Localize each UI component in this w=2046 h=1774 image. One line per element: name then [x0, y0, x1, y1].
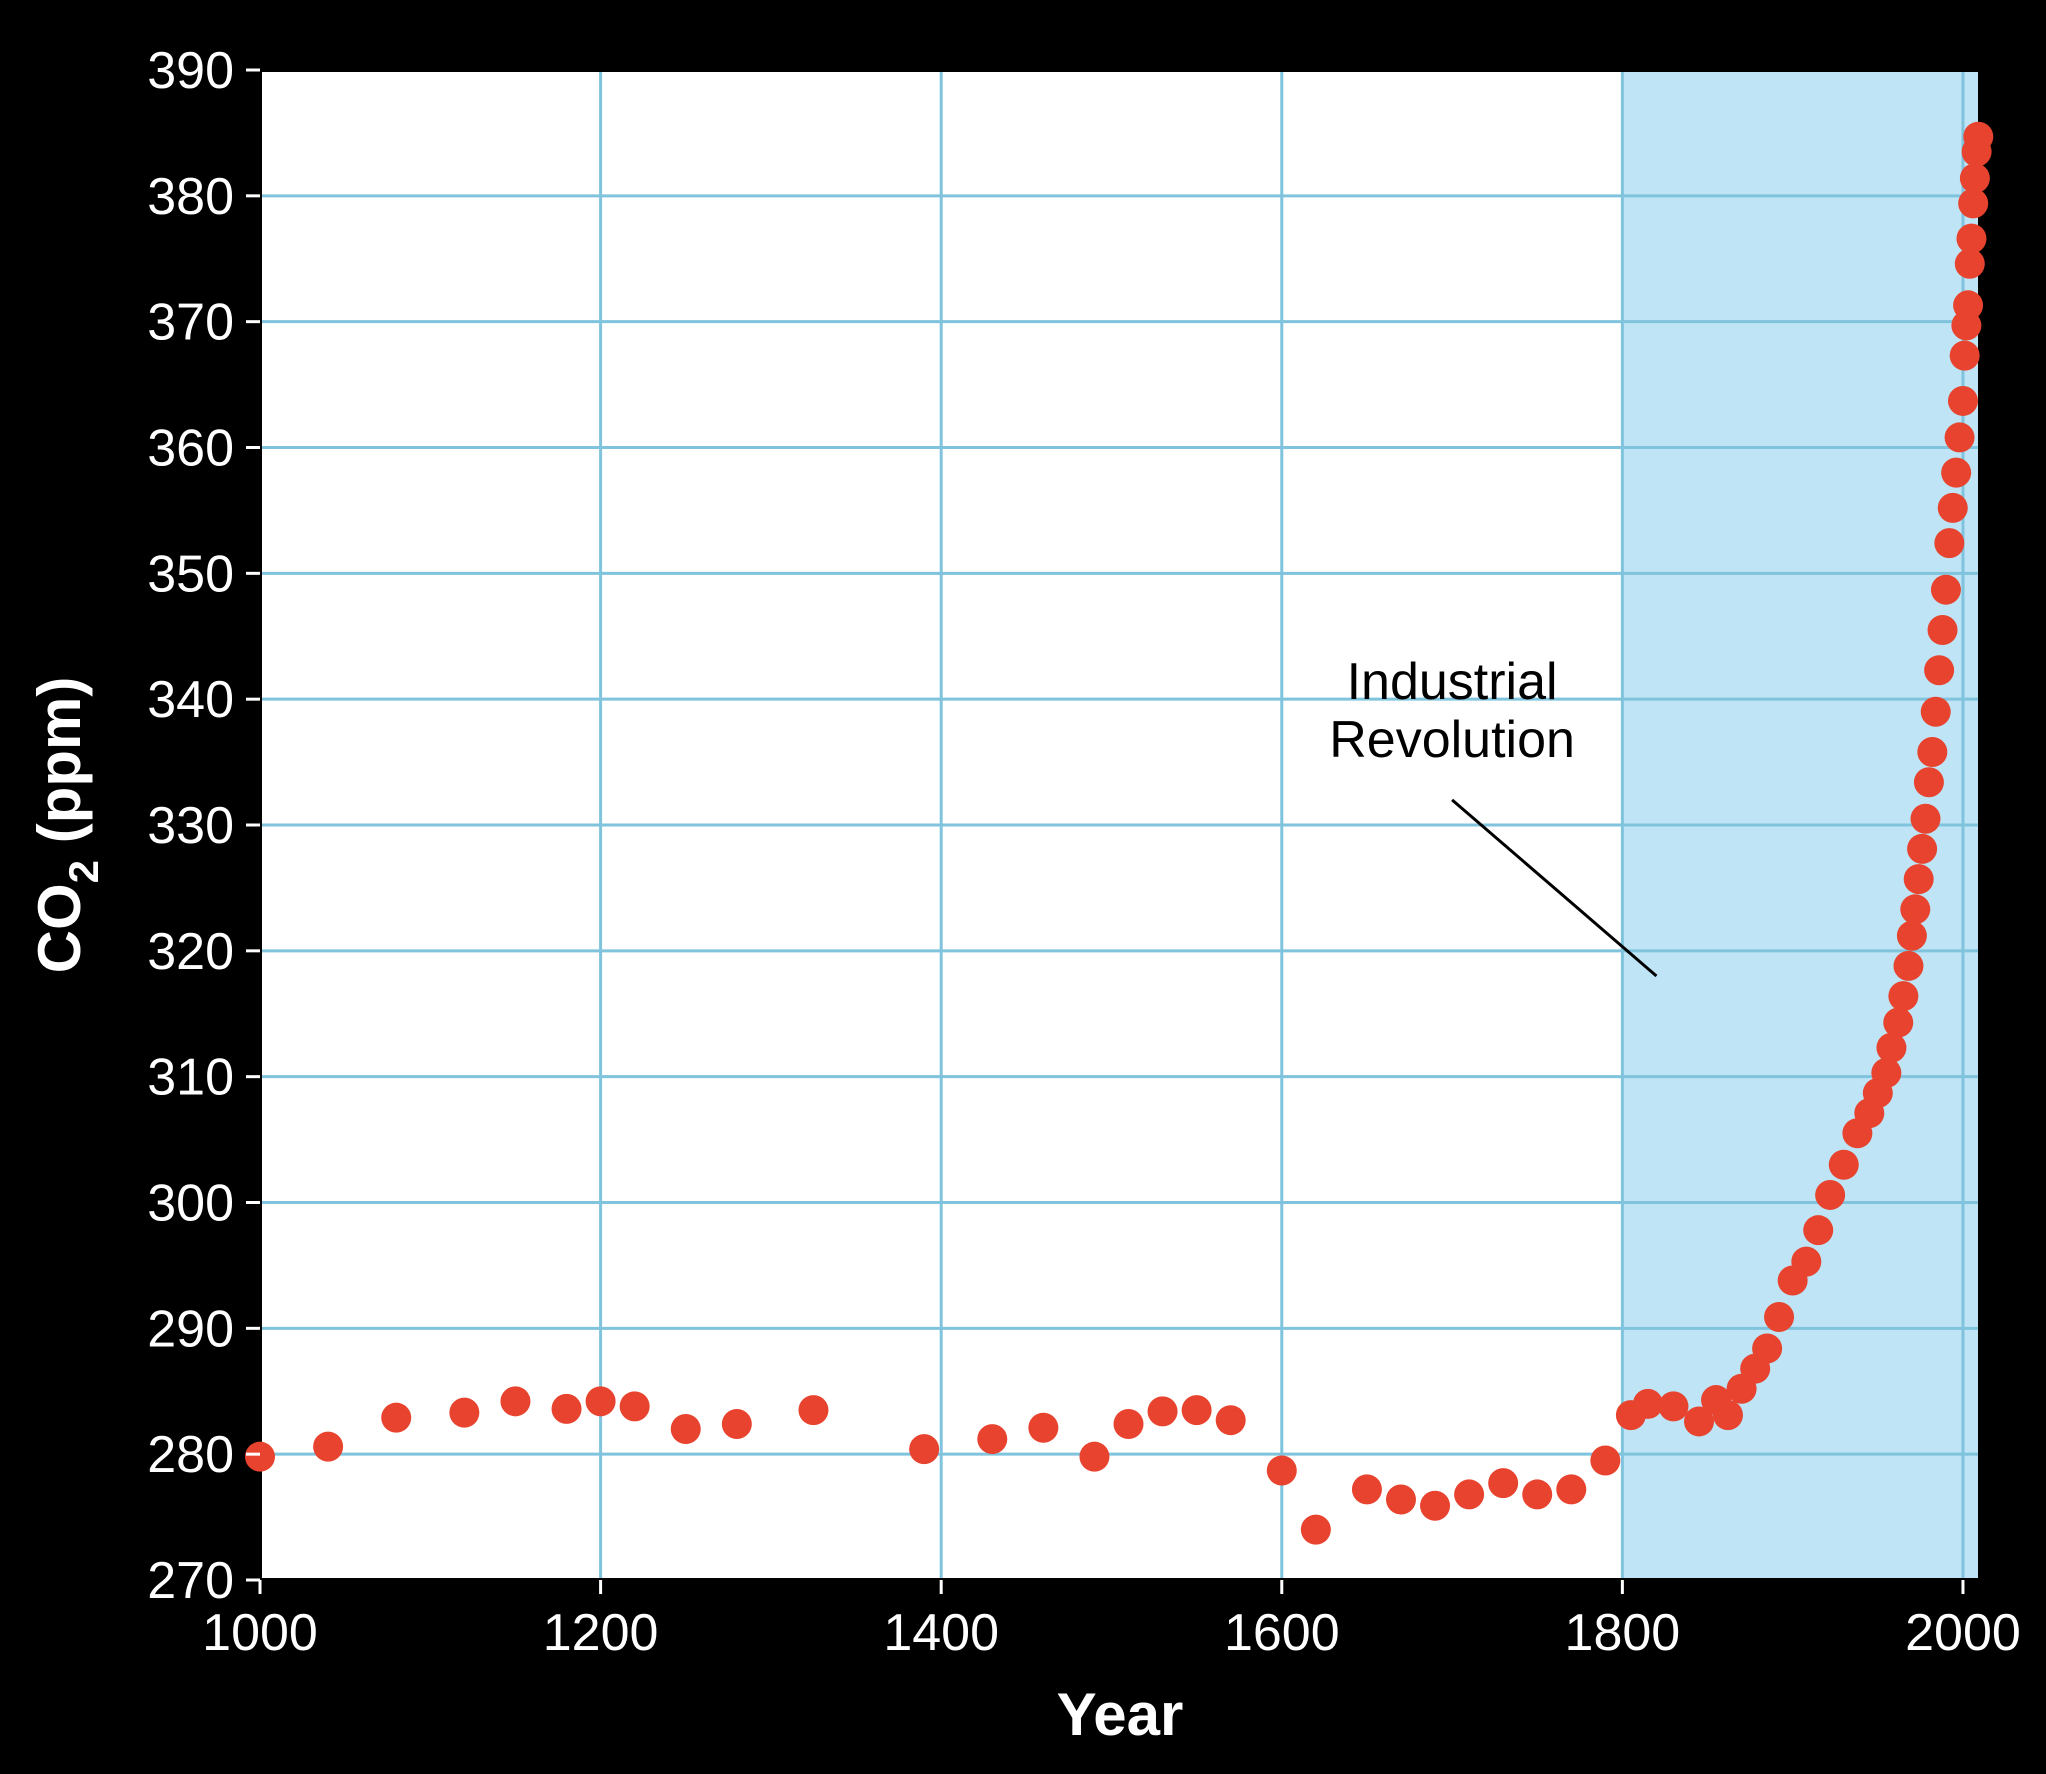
data-point — [1907, 834, 1937, 864]
data-point — [1917, 737, 1947, 767]
data-point — [1897, 921, 1927, 951]
y-tick-label: 350 — [147, 545, 234, 603]
x-axis-title: Year — [1057, 1681, 1184, 1748]
data-point — [552, 1394, 582, 1424]
x-tick-label: 1000 — [202, 1604, 318, 1662]
y-tick-label: 330 — [147, 797, 234, 855]
data-point — [500, 1386, 530, 1416]
data-point — [1713, 1400, 1743, 1430]
data-point — [1931, 575, 1961, 605]
data-point — [1921, 697, 1951, 727]
data-point — [1876, 1033, 1906, 1063]
data-point — [671, 1414, 701, 1444]
y-tick-label: 340 — [147, 671, 234, 729]
data-point — [1928, 615, 1958, 645]
data-point — [1764, 1302, 1794, 1332]
y-tick-label: 360 — [147, 420, 234, 478]
data-point — [1803, 1215, 1833, 1245]
data-point — [1752, 1333, 1782, 1363]
x-tick-label: 2000 — [1905, 1604, 2021, 1662]
x-tick-label: 1600 — [1224, 1604, 1340, 1662]
y-tick-label: 380 — [147, 168, 234, 226]
data-point — [1948, 386, 1978, 416]
y-tick-label: 310 — [147, 1049, 234, 1107]
data-point — [1900, 894, 1930, 924]
data-point — [1590, 1445, 1620, 1475]
annotation-label: IndustrialRevolution — [1329, 653, 1575, 769]
y-axis-title: CO2 (ppm) — [26, 677, 107, 974]
data-point — [1953, 290, 1983, 320]
data-point — [722, 1409, 752, 1439]
data-point — [1911, 804, 1941, 834]
data-point — [1924, 655, 1954, 685]
data-point — [245, 1442, 275, 1472]
data-point — [1941, 458, 1971, 488]
data-point — [1938, 493, 1968, 523]
data-point — [1960, 163, 1990, 193]
x-tick-label: 1200 — [543, 1604, 659, 1662]
data-point — [1420, 1491, 1450, 1521]
data-point — [313, 1432, 343, 1462]
data-point — [1815, 1180, 1845, 1210]
data-point — [1888, 981, 1918, 1011]
data-point — [977, 1424, 1007, 1454]
data-point — [1934, 528, 1964, 558]
x-tick-label: 1800 — [1565, 1604, 1681, 1662]
data-point — [586, 1386, 616, 1416]
data-point — [1956, 224, 1986, 254]
y-tick-label: 300 — [147, 1175, 234, 1233]
data-point — [381, 1403, 411, 1433]
y-tick-label: 370 — [147, 294, 234, 352]
y-tick-label: 270 — [147, 1552, 234, 1610]
data-point — [1871, 1058, 1901, 1088]
y-tick-label: 390 — [147, 42, 234, 100]
y-tick-label: 290 — [147, 1300, 234, 1358]
data-point — [620, 1391, 650, 1421]
y-tick-label: 280 — [147, 1426, 234, 1484]
data-point — [1148, 1396, 1178, 1426]
data-point — [1028, 1413, 1058, 1443]
data-point — [1182, 1395, 1212, 1425]
data-point — [1950, 341, 1980, 371]
chart-container: IndustrialRevolution 1000 1200 1400 1600 1800… — [0, 0, 2046, 1774]
data-point — [1904, 864, 1934, 894]
data-point — [449, 1398, 479, 1428]
co2-scatter-chart: IndustrialRevolution 1000 1200 1400 1600 1800… — [0, 0, 2046, 1774]
data-point — [1301, 1515, 1331, 1545]
data-point — [1267, 1456, 1297, 1486]
data-point — [1216, 1405, 1246, 1435]
data-point — [1386, 1484, 1416, 1514]
data-point — [1914, 767, 1944, 797]
data-point — [1488, 1468, 1518, 1498]
data-point — [798, 1395, 828, 1425]
data-point — [1079, 1442, 1109, 1472]
data-point — [1893, 951, 1923, 981]
data-point — [1791, 1247, 1821, 1277]
data-point — [1633, 1389, 1663, 1419]
y-tick-label: 320 — [147, 923, 234, 981]
data-point — [1352, 1474, 1382, 1504]
data-point — [1522, 1479, 1552, 1509]
x-tick-label: 1400 — [883, 1604, 999, 1662]
data-point — [1963, 122, 1993, 152]
data-point — [1114, 1409, 1144, 1439]
data-point — [1945, 422, 1975, 452]
data-point — [1883, 1008, 1913, 1038]
data-point — [1454, 1479, 1484, 1509]
data-point — [1658, 1391, 1688, 1421]
data-point — [1829, 1150, 1859, 1180]
data-point — [1556, 1474, 1586, 1504]
data-point — [909, 1434, 939, 1464]
